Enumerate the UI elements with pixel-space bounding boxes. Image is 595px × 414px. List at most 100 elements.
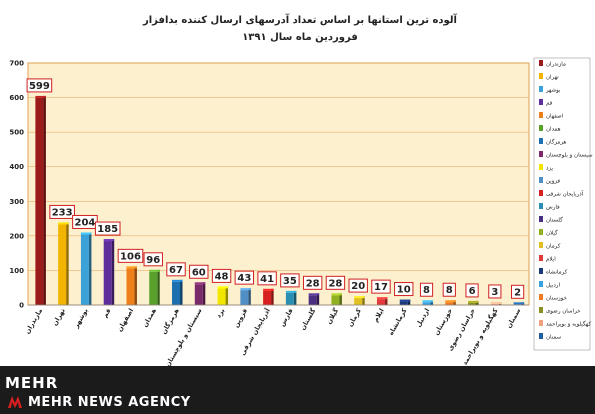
data-label: 96	[146, 255, 160, 266]
legend-swatch	[539, 216, 543, 222]
bar-side	[271, 288, 274, 305]
data-label: 67	[169, 265, 183, 276]
bar	[217, 288, 226, 305]
legend-label: اردبیل	[546, 283, 560, 289]
legend-swatch	[539, 307, 543, 313]
legend-swatch	[539, 242, 543, 248]
bar	[468, 302, 477, 305]
bar-side	[430, 300, 434, 305]
bar-side	[293, 290, 297, 305]
legend-swatch	[539, 151, 543, 157]
data-label-box	[26, 78, 53, 93]
y-tick-label: 700	[9, 60, 24, 68]
data-label-box	[511, 284, 525, 299]
legend-swatch	[539, 112, 543, 118]
legend-label: سیستان و بلوچستان	[546, 153, 593, 159]
bar-top	[35, 95, 46, 98]
legend-swatch	[539, 203, 543, 209]
data-label: 185	[97, 224, 118, 235]
bar	[376, 299, 385, 305]
bar	[103, 241, 112, 305]
legend-swatch	[539, 281, 543, 287]
legend-swatch	[539, 99, 543, 105]
bar-top	[240, 288, 251, 291]
bar	[35, 97, 44, 305]
legend-box	[533, 57, 591, 351]
legend-swatch	[539, 268, 543, 274]
legend-label: اصفهان	[546, 114, 564, 120]
bar	[285, 292, 294, 305]
legend: مازندران تهران بوشهر قم اصفهان همدان هرمزگان سی…	[539, 60, 593, 341]
legend-label: گلستان	[546, 217, 563, 224]
y-tick-label: 600	[9, 94, 24, 102]
data-label: 28	[306, 278, 320, 289]
bar-top	[126, 266, 137, 269]
plot-area	[27, 62, 530, 306]
bar-top	[376, 297, 388, 300]
legend-label: مازندران	[546, 62, 566, 68]
bar-side	[225, 286, 229, 305]
bar	[490, 303, 499, 305]
bar-side	[157, 269, 160, 305]
legend-swatch	[539, 255, 543, 261]
legend-swatch	[539, 294, 543, 300]
bar-chart: آلوده ترین استانها بر اساس تعداد آدرسهای…	[9, 13, 593, 366]
data-label-box	[257, 271, 277, 286]
y-tick-label: 100	[9, 267, 24, 275]
bar-top	[58, 222, 69, 225]
legend-label: خراسان رضوی	[546, 309, 581, 315]
bar-top	[331, 293, 342, 296]
legend-label: سمنان	[546, 335, 562, 341]
data-label-box	[419, 282, 434, 297]
legend-label: بوشهر	[545, 88, 561, 94]
data-label-box	[211, 268, 232, 283]
bar	[354, 298, 363, 305]
bar-side	[384, 297, 388, 305]
data-label: 204	[74, 217, 95, 228]
legend-label: قزوین	[546, 179, 560, 185]
bar	[194, 284, 203, 305]
legend-label: ایلام	[546, 257, 556, 263]
legend-swatch	[539, 320, 543, 326]
bar	[149, 271, 158, 305]
data-label: 8	[423, 285, 430, 296]
bar-side	[339, 293, 342, 305]
bar-side	[180, 279, 183, 305]
data-label: 48	[215, 271, 229, 282]
bar-side	[43, 95, 46, 305]
bar-top	[490, 301, 502, 304]
bar	[308, 295, 317, 305]
bar	[58, 224, 67, 305]
legend-swatch	[539, 125, 543, 131]
data-label-box	[166, 262, 186, 277]
y-axis: 0 100 200 300 400 500 600 700	[9, 60, 24, 310]
legend-label: کرمانشاه	[546, 269, 568, 276]
data-label: 3	[491, 287, 498, 298]
bar-top	[308, 293, 320, 296]
bar-top	[194, 282, 206, 285]
footer-bar	[0, 366, 595, 414]
data-label-box	[394, 282, 414, 297]
mehr-logo: MEHR	[5, 374, 59, 392]
bar-side	[453, 300, 456, 305]
data-label-box	[325, 275, 346, 290]
bar-top	[285, 290, 297, 293]
data-label: 20	[351, 281, 365, 292]
bar-top	[422, 300, 434, 303]
legend-label: خوزستان	[546, 296, 567, 302]
bar	[240, 290, 249, 305]
bar	[445, 302, 454, 305]
bar	[126, 268, 135, 305]
y-tick-label: 400	[9, 163, 24, 171]
data-label-box	[302, 275, 323, 290]
agency-name: MEHR NEWS AGENCY	[28, 395, 191, 410]
y-tick-label: 500	[9, 129, 24, 137]
bar	[422, 302, 431, 305]
data-label-box	[189, 264, 209, 279]
legend-swatch	[539, 164, 543, 170]
data-label-box	[94, 221, 121, 236]
legend-label: هرمزگان	[546, 139, 566, 146]
bar-top	[399, 299, 411, 302]
data-label-box	[488, 284, 502, 299]
